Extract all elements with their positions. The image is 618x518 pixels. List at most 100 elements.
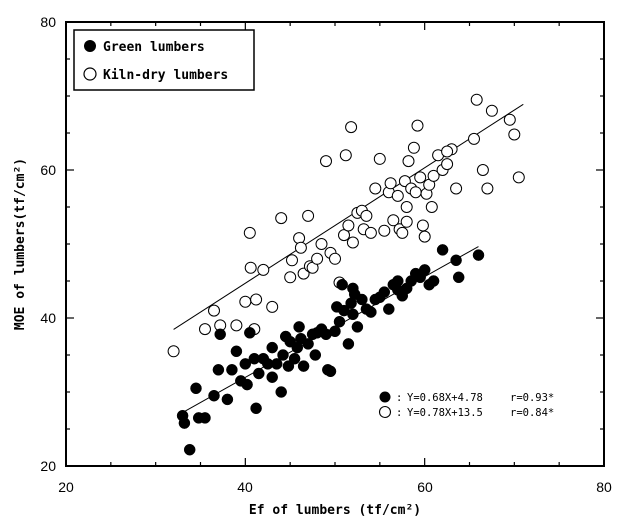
kiln-dry-point <box>167 345 180 358</box>
green-lumber-point <box>347 282 359 295</box>
green-lumber-point <box>351 321 364 333</box>
kiln-dry-point <box>338 229 350 242</box>
green-lumber-point <box>450 254 462 267</box>
kiln-dry-point <box>208 304 220 317</box>
kiln-dry-point <box>243 226 256 239</box>
kiln-dry-point <box>339 149 352 162</box>
kiln-dry-point <box>470 93 483 106</box>
green-lumber-point <box>277 349 289 361</box>
equation-green-formula: Y=0.68X+4.78 <box>407 392 483 404</box>
green-lumber-point <box>250 402 262 415</box>
kiln-dry-point <box>400 201 413 213</box>
kiln-dry-point <box>294 241 307 254</box>
kiln-dry-point <box>250 293 263 306</box>
green-lumber-point <box>183 443 196 456</box>
green-lumber-point <box>199 412 211 424</box>
x-tick-label-40: 40 <box>237 479 253 495</box>
green-lumber-point <box>302 338 314 350</box>
kiln-dry-point <box>311 252 324 265</box>
green-lumber-point <box>329 325 341 338</box>
green-lumber-point <box>383 303 395 315</box>
kiln-dry-point <box>373 152 386 165</box>
green-lumber-point <box>190 382 202 395</box>
green-lumber-point <box>423 278 435 291</box>
kiln-dry-point <box>414 171 427 184</box>
green-lumber-point <box>342 338 355 350</box>
kiln-dry-point <box>286 254 298 267</box>
green-lumber-point <box>226 364 238 376</box>
kiln-dry-point <box>418 230 431 243</box>
y-tick-label-60: 60 <box>40 162 56 178</box>
kiln-dry-point <box>275 212 288 225</box>
green-lumber-point <box>436 244 449 256</box>
green-lumber-point <box>244 327 256 339</box>
equation-green-r: r=0.93* <box>510 392 554 404</box>
kiln-dry-point <box>329 252 341 265</box>
kiln-dry-point <box>416 219 429 232</box>
y-axis-title: MOE of lumbers(tf/cm²) <box>13 158 28 330</box>
green-lumber-point <box>347 308 359 321</box>
y-tick-label-80: 80 <box>40 14 56 30</box>
green-lumber-point <box>253 367 265 380</box>
data-points <box>167 93 525 456</box>
kiln-dry-point <box>345 121 358 134</box>
green-lumber-point <box>266 341 278 354</box>
kiln-dry-point <box>391 189 404 202</box>
green-lumber-point <box>282 360 295 372</box>
kiln-dry-point <box>384 177 397 190</box>
x-axis-title: Ef of lumbers (tf/cm²) <box>249 503 421 518</box>
legend-green-label: Green lumbers <box>103 40 205 55</box>
legend-kiln-label: Kiln-dry lumbers <box>103 68 228 83</box>
green-lumber-point <box>208 389 220 402</box>
green-lumber-point <box>472 249 485 261</box>
kiln-dry-point <box>468 132 480 145</box>
equation-kiln-r: r=0.84* <box>510 407 554 419</box>
kiln-dry-point <box>199 323 211 336</box>
legend-box <box>73 29 255 91</box>
green-lumber-point <box>270 358 283 370</box>
kiln-dry-point <box>407 141 420 154</box>
kiln-dry-point <box>302 209 315 222</box>
equation-green-marker <box>379 391 391 403</box>
green-lumber-point <box>324 365 337 378</box>
kiln-dry-point <box>396 226 409 239</box>
kiln-dry-point <box>378 224 391 237</box>
kiln-dry-point <box>369 182 382 195</box>
green-lumber-point <box>378 286 391 298</box>
kiln-dry-point <box>284 271 297 284</box>
kiln-dry-point <box>244 261 257 274</box>
green-lumber-point <box>333 315 346 328</box>
axis-ticks <box>65 21 605 467</box>
legend: Green lumbers Kiln-dry lumbers <box>73 29 255 91</box>
kiln-dry-point <box>441 158 454 171</box>
kiln-dry-point <box>346 236 359 249</box>
green-lumber-point <box>288 352 301 365</box>
x-tick-label-80: 80 <box>596 479 612 495</box>
kiln-dry-point <box>427 169 440 182</box>
kiln-dry-point <box>342 219 355 232</box>
kiln-dry-point <box>315 238 328 250</box>
green-lumber-point <box>241 378 253 391</box>
green-lumber-point <box>336 278 348 291</box>
kiln-dry-point <box>402 155 415 168</box>
kiln-fit-line <box>173 103 524 330</box>
equation-kiln-prefix: : <box>396 407 402 419</box>
legend-green-marker <box>84 40 96 52</box>
kiln-dry-point <box>441 145 454 158</box>
green-lumber-point <box>214 328 226 341</box>
kiln-dry-point <box>320 155 332 168</box>
green-lumber-point <box>365 306 377 318</box>
kiln-dry-point <box>481 182 494 195</box>
green-lumber-point <box>266 371 278 383</box>
y-tick-label-40: 40 <box>40 310 56 326</box>
green-lumber-point <box>293 321 305 333</box>
equation-block: : Y=0.68X+4.78 r=0.93* : Y=0.78X+13.5 r=… <box>378 391 554 419</box>
green-lumber-point <box>275 386 287 398</box>
equation-kiln-marker <box>378 405 392 419</box>
kiln-dry-point <box>293 232 306 245</box>
kiln-dry-point <box>450 182 463 195</box>
kiln-dry-point <box>266 300 279 313</box>
equation-kiln-formula: Y=0.78X+13.5 <box>407 407 483 419</box>
green-lumber-point <box>392 284 404 296</box>
